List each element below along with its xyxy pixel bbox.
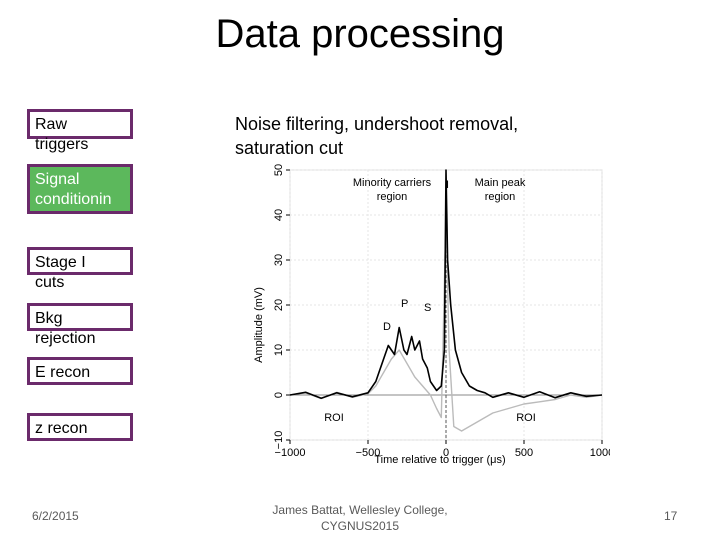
stage-label-line2: conditionin [35,191,112,208]
series-group [289,169,603,432]
y-tick-label: −10 [273,431,285,450]
stage-stage-i-cuts: Stage I cuts [27,247,133,291]
y-tick-label: 40 [273,209,285,221]
annotation-main-2: region [485,191,516,203]
stage-label-line1: z recon [35,420,88,437]
y-axis-label: Amplitude (mV) [253,287,265,363]
annotation-roi-left: ROI [324,412,344,424]
y-tick-label: 0 [273,392,285,398]
y-tick-label: 10 [273,344,285,356]
stage-label-line1: Bkg [35,310,63,327]
stage-label-line2: triggers [35,136,89,153]
stage-label-line1: Stage I [35,254,86,271]
annotation-peak-i: I [446,179,449,191]
footer-date: 6/2/2015 [32,509,79,523]
x-tick-label: 1000 [590,447,610,459]
y-tick-label: 50 [273,164,285,176]
x-tick-label: 500 [515,447,533,459]
x-ticks: −1000 −500 0 500 1000 [275,440,610,459]
x-tick-label: −1000 [275,447,306,459]
x-tick-label: 0 [443,447,449,459]
x-axis-label: Time relative to trigger (μs) [374,454,505,466]
slide-title: Data processing [215,12,505,56]
footer-author: James Battat, Wellesley College, [272,503,448,517]
footer-page-number: 17 [664,509,678,523]
annotation-main-1: Main peak [475,177,526,189]
series-line-filtered [289,169,603,399]
footer-credit: James Battat, Wellesley College, CYGNUS2… [240,502,480,534]
y-tick-label: 30 [273,254,285,266]
y-ticks: −10 0 10 20 30 40 50 [273,164,290,449]
x-tick-label: −500 [356,447,381,459]
annotation-peak-s: S [424,302,431,314]
annotation-minority-2: region [377,191,408,203]
stage-label-line2: rejection [35,330,96,347]
annotation-peak-p: P [401,298,408,310]
stage-label-line1: Signal [35,171,80,188]
stage-raw-triggers: Raw triggers [27,109,133,153]
series-line-raw [289,214,603,432]
y-tick-label: 20 [273,299,285,311]
annotation-peak-d: D [383,321,391,333]
annotation-roi-right: ROI [516,412,536,424]
stage-bkg-rejection: Bkg rejection [27,303,133,347]
stage-label-line1: Raw [35,116,68,133]
footer-event: CYGNUS2015 [320,519,400,533]
amplitude-chart: −10 0 10 20 30 40 50 −1000 −500 0 500 1000 Time re… [253,164,610,466]
stage-label-line1: E recon [35,364,91,381]
stage-signal-conditioning: Signal conditionin [27,164,133,214]
stage-e-recon: E recon [27,357,133,385]
slide-caption: Noise filtering, undershoot removal, sat… [235,114,519,154]
annotation-minority-1: Minority carriers [353,177,432,189]
stage-z-recon: z recon [27,413,133,441]
stage-label-line2: cuts [35,274,65,291]
